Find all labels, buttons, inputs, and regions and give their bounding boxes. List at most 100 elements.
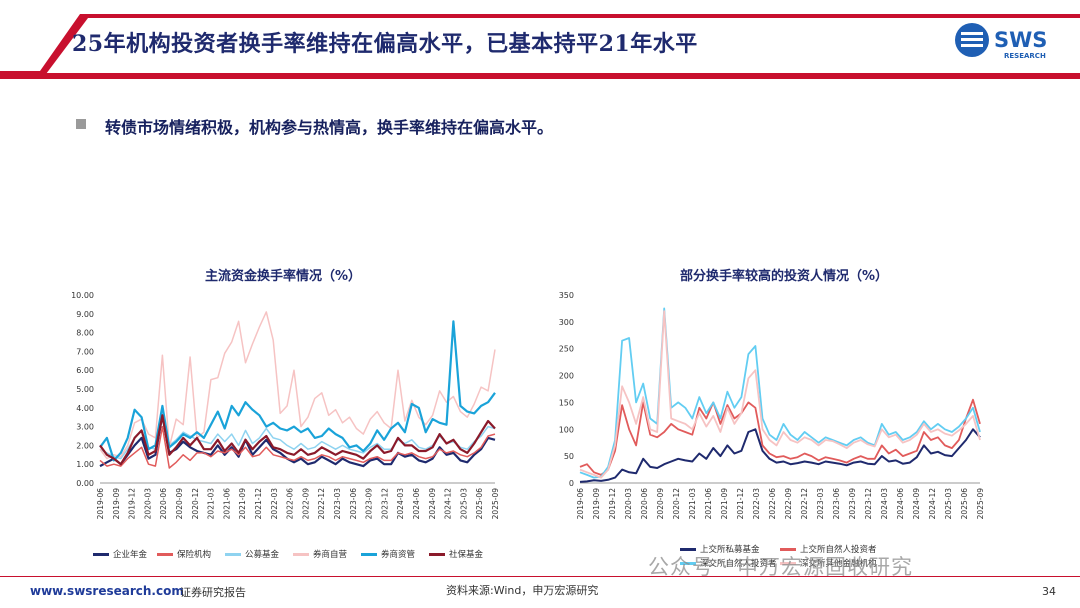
chart2-xtick-label: 2025-09 — [976, 488, 985, 520]
chart1-legend-label: 券商自营 — [313, 550, 348, 560]
footer-source: 资料来源:Wind，申万宏源研究 — [446, 584, 599, 597]
chart1-ytick-label: 8.00 — [76, 329, 94, 338]
chart1-ytick-label: 0.00 — [76, 479, 94, 488]
chart1-legend-label: 企业年金 — [113, 550, 148, 560]
chart1-xtick-label: 2019-12 — [128, 488, 137, 520]
chart2-legend-swatch — [780, 547, 796, 551]
chart1-xtick-label: 2020-09 — [175, 488, 184, 520]
chart1-xtick-label: 2023-09 — [365, 488, 374, 520]
logo-subtext: RESEARCH — [1004, 52, 1046, 60]
chart2-ytick-label: 50 — [564, 452, 574, 461]
chart1-ytick-label: 3.00 — [76, 423, 94, 432]
chart2-legend-item: 深交所自然人投资者 — [680, 557, 777, 569]
chart2-xtick-label: 2020-06 — [640, 488, 649, 520]
chart1-series-5-line — [99, 414, 496, 466]
chart1-xtick-label: 2025-06 — [475, 488, 484, 520]
chart1-series-3-line — [99, 311, 496, 460]
chart2-xtick-label: 2021-03 — [688, 488, 697, 520]
chart2-series-2-line — [579, 307, 981, 479]
chart2-legend-swatch — [780, 561, 796, 565]
chart1-xtick-label: 2021-06 — [222, 488, 231, 520]
chart1-legend-item: 公募基金 — [225, 548, 279, 560]
chart1-legend-item: 社保基金 — [429, 548, 483, 560]
chart2-legend: 上交所私募基金 上交所自然人投资者 深交所自然人投资者 深交所其他金融机构 — [680, 543, 980, 573]
chart2-xtick-label: 2020-03 — [624, 488, 633, 520]
chart1-xtick-label: 2019-06 — [96, 488, 105, 520]
chart1-plot: 0.00 1.00 2.00 3.00 4.00 5.00 6.00 7.00 8.00 9.00… — [71, 291, 500, 520]
chart1-xtick-label: 2020-12 — [191, 488, 200, 520]
chart2-series-1-line — [579, 398, 981, 476]
chart1-legend: 企业年金 保险机构 公募基金 券商自营 券商资管 社保基金 — [93, 545, 533, 561]
chart2-plot: 0 50 100 150 200 250 300 350 2019-06 2019-09 2019-… — [559, 291, 985, 520]
chart2-xtick-label: 2022-03 — [752, 488, 761, 520]
chart2-legend-swatch — [680, 561, 696, 565]
chart1-xtick-label: 2020-03 — [143, 488, 152, 520]
chart2-xtick-label: 2023-03 — [816, 488, 825, 520]
chart2-title: 部分换手率较高的投资人情况（%） — [680, 269, 889, 284]
chart2-xtick-label: 2019-09 — [592, 488, 601, 520]
chart1-xtick-label: 2024-06 — [412, 488, 421, 520]
chart2-legend-label: 深交所自然人投资者 — [700, 559, 777, 569]
chart1-ytick-label: 5.00 — [76, 385, 94, 394]
chart2-xtick-label: 2024-12 — [928, 488, 937, 520]
chart1-legend-swatch — [429, 552, 445, 556]
footer-divider — [0, 576, 1080, 577]
chart1-ytick-label: 1.00 — [76, 460, 94, 469]
chart2-xtick-label: 2023-09 — [848, 488, 857, 520]
page-title: 25年机构投资者换手率维持在偏高水平，已基本持平21年水平 — [72, 31, 698, 57]
chart1-xtick-label: 2022-06 — [286, 488, 295, 520]
chart1-xtick-label: 2023-12 — [380, 488, 389, 520]
chart1-ytick-label: 2.00 — [76, 441, 94, 450]
chart2-legend-label: 上交所自然人投资者 — [800, 545, 877, 555]
chart1-legend-swatch — [93, 552, 109, 556]
page-number: 34 — [1042, 585, 1056, 598]
chart2-ytick-label: 300 — [559, 318, 574, 327]
chart1-legend-label: 公募基金 — [245, 550, 280, 560]
chart2-xtick-label: 2023-06 — [832, 488, 841, 520]
chart2-xtick-label: 2024-06 — [896, 488, 905, 520]
chart2-ytick-label: 0 — [569, 479, 574, 488]
chart2-xtick-label: 2021-09 — [720, 488, 729, 520]
chart1-legend-swatch — [293, 552, 309, 556]
footer-report-type: 证券研究报告 — [180, 586, 246, 599]
chart1-xtick-label: 2020-06 — [159, 488, 168, 520]
chart2-xtick-label: 2020-09 — [656, 488, 665, 520]
chart2-xtick-label: 2024-09 — [912, 488, 921, 520]
chart1-legend-swatch — [157, 552, 173, 556]
bullet-square-icon — [76, 119, 86, 129]
chart1-legend-label: 社保基金 — [449, 550, 484, 560]
chart2-xtick-label: 2021-06 — [704, 488, 713, 520]
chart1-series-4-line — [99, 320, 496, 462]
chart1-xtick-label: 2021-03 — [207, 488, 216, 520]
sws-logo: SWS RESEARCH — [952, 20, 1062, 64]
chart2-xtick-label: 2019-12 — [608, 488, 617, 520]
chart1-xtick-label: 2019-09 — [112, 488, 121, 520]
chart1-title: 主流资金换手率情况（%） — [205, 269, 362, 284]
chart1-legend-label: 券商资管 — [381, 550, 416, 560]
chart1-ytick-label: 9.00 — [76, 310, 94, 319]
chart1-legend-item: 券商资管 — [361, 548, 415, 560]
chart2-xtick-label: 2023-12 — [864, 488, 873, 520]
chart1-ytick-label: 6.00 — [76, 366, 94, 375]
chart2-xtick-label: 2025-06 — [960, 488, 969, 520]
chart1-xtick-label: 2023-06 — [349, 488, 358, 520]
chart1-xtick-label: 2021-12 — [254, 488, 263, 520]
chart1-xtick-label: 2024-12 — [444, 488, 453, 520]
chart2-legend-item: 上交所自然人投资者 — [780, 543, 877, 555]
header-bar — [0, 14, 1080, 79]
chart1-xtick-label: 2025-09 — [491, 488, 500, 520]
watermark: 公众号 · 申万宏源固收研究 — [648, 555, 914, 579]
chart1-xtick-label: 2022-12 — [317, 488, 326, 520]
chart2-xtick-label: 2024-03 — [880, 488, 889, 520]
footer-url-link[interactable]: www.swsresearch.com — [30, 584, 184, 598]
chart1-legend-swatch — [225, 552, 241, 556]
chart1-legend-label: 保险机构 — [177, 550, 212, 560]
chart2-ytick-label: 150 — [559, 398, 574, 407]
chart1-ytick-label: 7.00 — [76, 347, 94, 356]
chart1-ytick-label: 4.00 — [76, 404, 94, 413]
chart1-legend-item: 券商自营 — [293, 548, 347, 560]
chart2-xtick-label: 2021-12 — [736, 488, 745, 520]
chart1-xtick-label: 2023-03 — [333, 488, 342, 520]
chart2-series-3-line — [579, 310, 981, 479]
chart2-xtick-label: 2022-09 — [784, 488, 793, 520]
